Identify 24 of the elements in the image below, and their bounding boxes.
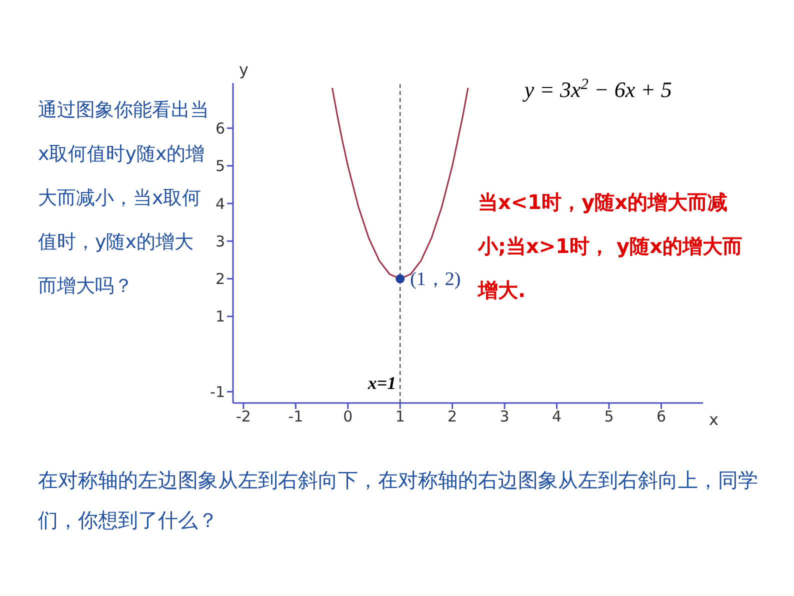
y-tick-label: 1 xyxy=(215,308,225,326)
y-tick-label: 6 xyxy=(215,120,225,138)
x-tick-label: 3 xyxy=(500,408,510,426)
y-tick-label: 5 xyxy=(215,157,225,176)
x-tick-label: 6 xyxy=(656,408,666,426)
y-axis-title: y xyxy=(239,60,248,79)
x-tick-label: -1 xyxy=(288,408,304,426)
x-tick-label: 5 xyxy=(604,408,614,426)
x-tick-label: 1 xyxy=(395,408,405,426)
annotation: 当x<1时，y随x的增大而减小;当x>1时， y随x的增大而增大. xyxy=(478,189,744,304)
chart-title: y = 3x$^{2}$ − 6x + 5 xyxy=(522,76,672,102)
y-tick-label: 3 xyxy=(215,232,225,250)
annotation: (1，2) xyxy=(410,268,461,290)
y-tick-label: 4 xyxy=(215,194,225,213)
x-tick-label: -2 xyxy=(236,408,251,426)
x-tick-label: 2 xyxy=(448,408,458,426)
text: 在对称轴的左边图象从左到右斜向下，在对称轴的右边图象从左到右斜向上，同学们，你想到了什么？ xyxy=(38,467,759,534)
x-axis-title: x xyxy=(709,410,718,429)
y-tick-label: 2 xyxy=(215,270,225,288)
text: 通过图象你能看出当x取何值时y随x的增大而减小，当x取何值时，y随x的增大而增大吗？ xyxy=(38,98,210,299)
x-tick-label: 0 xyxy=(343,408,353,426)
ref-line-label: x=1 xyxy=(366,373,396,393)
x-tick-label: 4 xyxy=(552,408,562,426)
y-tick-label: -1 xyxy=(210,383,225,402)
